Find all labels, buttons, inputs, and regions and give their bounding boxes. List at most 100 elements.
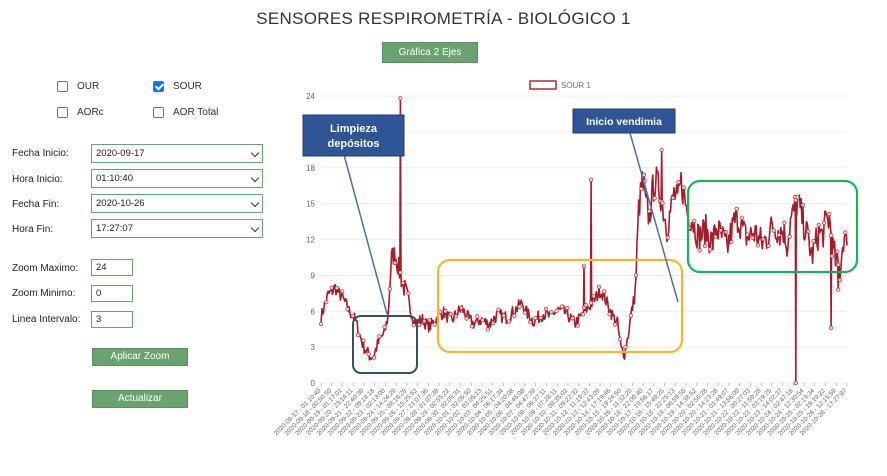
apply-zoom-button[interactable]: Aplicar Zoom — [92, 348, 188, 366]
sour-point — [602, 289, 607, 294]
checkbox-aorc-box[interactable] — [57, 107, 68, 118]
harvest-callout-text: Inicio vendimia — [586, 116, 662, 128]
sour-point — [828, 325, 834, 331]
sour-point — [755, 243, 761, 248]
sour-point — [745, 232, 750, 237]
sour-point — [811, 239, 816, 244]
checkbox-our-box[interactable] — [57, 81, 68, 92]
sour-point — [575, 323, 580, 328]
sour-point — [835, 249, 840, 254]
sour-point — [485, 327, 490, 332]
checkbox-sour[interactable]: SOUR — [153, 81, 202, 92]
checkbox-our[interactable]: OUR — [57, 81, 99, 92]
sour-point — [806, 229, 811, 234]
checkbox-aor-total-label: AOR Total — [173, 107, 219, 118]
sour-point — [676, 180, 681, 185]
sour-point — [836, 287, 841, 292]
y-tick-label: 15 — [306, 200, 315, 209]
sour-point — [665, 235, 670, 240]
sour-point — [501, 313, 506, 318]
sour-point — [647, 209, 652, 214]
sour-point — [787, 234, 792, 239]
sour-point — [623, 345, 628, 350]
sour-point — [659, 147, 664, 152]
zoom-min-input[interactable]: 0 — [91, 285, 133, 302]
zoom-min-label: Zoom Minimo: — [12, 288, 76, 299]
sour-point — [517, 304, 522, 309]
sour-point — [660, 201, 665, 206]
sour-point — [766, 243, 771, 249]
checkbox-aorc[interactable]: AORc — [57, 107, 104, 118]
sour-point — [776, 232, 782, 238]
sour-point — [821, 220, 827, 225]
checkbox-aor-total-box[interactable] — [153, 107, 164, 118]
checkbox-our-label: OUR — [77, 81, 100, 92]
cleaning-highlight-box — [352, 315, 418, 374]
sour-point — [639, 186, 644, 191]
sour-point — [739, 215, 745, 220]
sour-point — [554, 308, 559, 313]
sour-point — [581, 263, 587, 268]
sour-point — [475, 314, 480, 319]
sour-point — [559, 304, 565, 309]
sour-point — [453, 314, 459, 319]
sour-point — [734, 206, 739, 211]
sour-point — [329, 285, 334, 291]
fecha-inicio-label: Fecha Inicio: — [12, 148, 69, 159]
sour-point — [828, 233, 834, 238]
sour-point — [406, 291, 411, 296]
zoom-max-input[interactable]: 24 — [91, 259, 133, 276]
legend-swatch — [529, 80, 557, 90]
sour-point — [377, 334, 382, 339]
fecha-inicio-select[interactable]: 2020-09-17 — [91, 144, 263, 163]
baseline-highlight-box — [436, 258, 684, 354]
sour-point — [340, 289, 345, 294]
checkbox-sour-box[interactable] — [153, 81, 164, 92]
sour-point — [491, 321, 496, 326]
fecha-fin-label: Fecha Fin: — [12, 199, 60, 210]
fecha-fin-select[interactable]: 2020-10-26 — [91, 194, 263, 213]
sour-point — [398, 270, 403, 275]
sour-point — [816, 222, 821, 228]
sour-point — [382, 324, 387, 330]
sour-point — [543, 306, 549, 312]
cleaning-callout-box — [302, 114, 405, 157]
hora-inicio-select[interactable]: 01:10:40 — [91, 169, 263, 188]
sour-point — [464, 316, 469, 321]
sour-point — [670, 195, 676, 200]
chart-grid — [321, 95, 847, 384]
sour-point — [583, 303, 588, 308]
harvest-highlight-box — [686, 179, 859, 274]
hora-fin-select[interactable]: 17:27:07 — [91, 219, 263, 238]
sour-point — [432, 322, 437, 327]
linea-intervalo-input[interactable]: 3 — [91, 311, 133, 328]
checkbox-aor-total[interactable]: AOR Total — [153, 107, 218, 118]
sour-point — [549, 310, 554, 315]
dual-axis-chart-button[interactable]: Gráfica 2 Ejes — [382, 42, 478, 63]
sour-point — [633, 273, 639, 278]
hora-fin-label: Hora Fin: — [12, 224, 54, 235]
sour-point — [480, 318, 485, 323]
sour-point — [827, 211, 832, 216]
checkbox-sour-label: SOUR — [173, 81, 202, 92]
update-button[interactable]: Actualizar — [92, 390, 188, 408]
sour-point — [538, 315, 543, 321]
sour-point — [681, 185, 686, 190]
sour-point — [596, 284, 602, 290]
sour-point — [836, 262, 841, 267]
page-title: SENSORES RESPIROMETRÍA - BIOLÓGICO 1 — [256, 9, 631, 28]
checkbox-aorc-label: AORc — [77, 107, 104, 118]
sour-point — [506, 319, 512, 324]
cleaning-callout-text-line1: Limpieza — [330, 123, 378, 135]
sour-point — [427, 318, 432, 323]
sour-point — [448, 311, 453, 317]
sour-point — [393, 260, 398, 266]
sour-point — [522, 310, 528, 315]
sour-point — [345, 307, 350, 312]
sour-point — [761, 237, 766, 242]
sour-point — [533, 315, 538, 321]
cleaning-callout-pointer — [342, 150, 388, 315]
sour-point — [793, 380, 798, 386]
sour-point — [580, 312, 586, 317]
